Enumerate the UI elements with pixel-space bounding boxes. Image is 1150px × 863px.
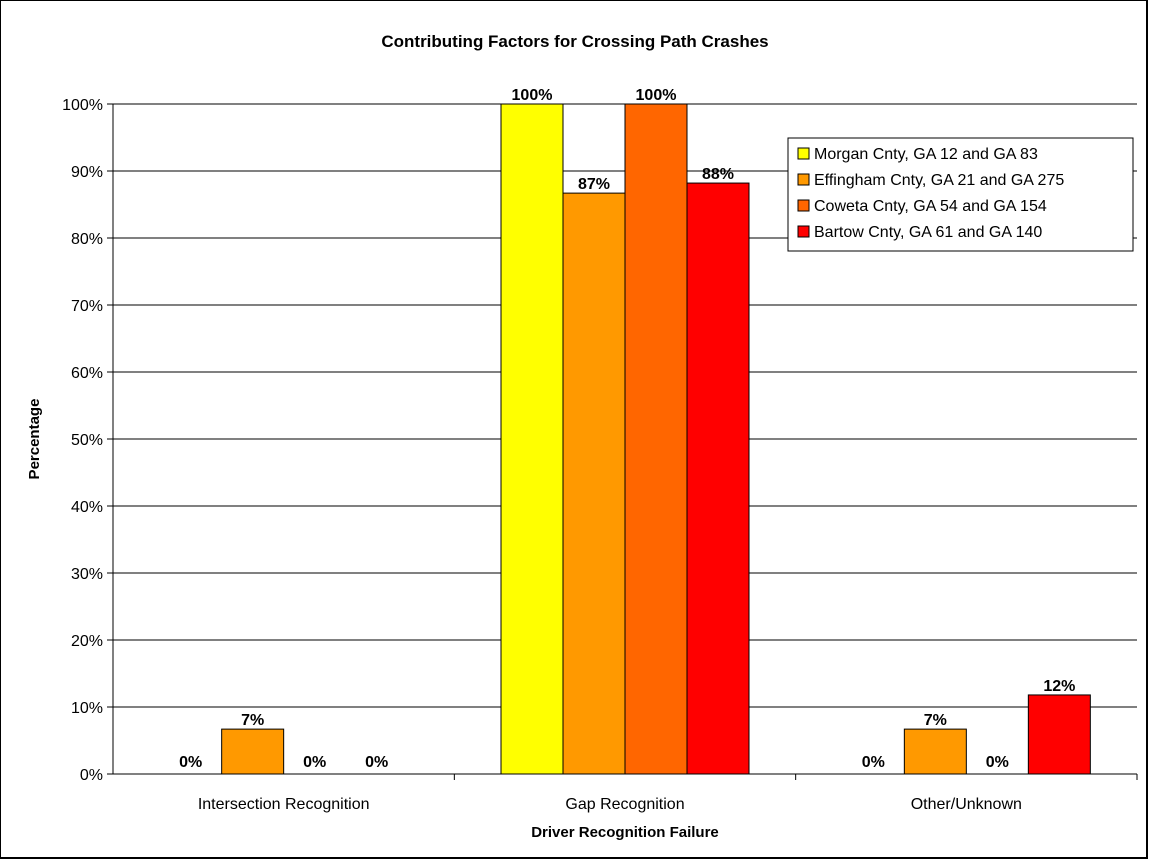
x-tick-label: Intersection Recognition	[198, 796, 370, 813]
legend-swatch	[797, 173, 810, 186]
legend-swatch	[797, 199, 810, 212]
chart-title: Contributing Factors for Crossing Path C…	[381, 32, 768, 51]
data-label: 0%	[986, 754, 1009, 771]
y-tick-label: 20%	[71, 633, 103, 650]
y-tick-label: 90%	[71, 164, 103, 181]
data-label: 100%	[512, 87, 553, 104]
legend: Morgan Cnty, GA 12 and GA 83 Effingham Cn…	[787, 137, 1134, 252]
legend-label: Coweta Cnty, GA 54 and GA 154	[814, 198, 1047, 215]
data-label: 0%	[862, 754, 885, 771]
y-axis-title: Percentage	[26, 399, 43, 480]
y-tick-label: 80%	[71, 231, 103, 248]
legend-box	[787, 137, 1134, 252]
y-tick-label: 70%	[71, 298, 103, 315]
data-label: 7%	[241, 712, 264, 729]
data-label: 88%	[702, 166, 734, 183]
bar	[221, 728, 285, 775]
y-tick-label: 100%	[62, 97, 103, 114]
y-tick-label: 0%	[80, 767, 103, 784]
y-tick-label: 40%	[71, 499, 103, 516]
legend-swatch	[797, 225, 810, 238]
data-label: 0%	[303, 754, 326, 771]
legend-swatch	[797, 147, 810, 160]
bar	[686, 182, 750, 775]
legend-label: Morgan Cnty, GA 12 and GA 83	[814, 146, 1038, 163]
x-tick-label: Other/Unknown	[911, 796, 1022, 813]
y-tick-label: 50%	[71, 432, 103, 449]
bar	[624, 103, 688, 775]
y-tick-label: 10%	[71, 700, 103, 717]
legend-label: Effingham Cnty, GA 21 and GA 275	[814, 172, 1064, 189]
y-tick-label: 30%	[71, 566, 103, 583]
bar	[500, 103, 564, 775]
data-label: 100%	[636, 87, 677, 104]
data-label: 87%	[578, 176, 610, 193]
x-tick-label: Gap Recognition	[565, 796, 684, 813]
x-axis-title: Driver Recognition Failure	[531, 824, 719, 841]
data-label: 0%	[179, 754, 202, 771]
axes: 0% 10% 20% 30% 40% 50% 60% 70% 80% 90% 100% Interse…	[62, 97, 1138, 813]
bar	[1027, 694, 1091, 775]
data-labels: 0% 7% 0% 0% 100% 87% 100% 88% 0% 7% 0% 12%	[179, 87, 1075, 771]
y-tick-label: 60%	[71, 365, 103, 382]
data-label: 0%	[365, 754, 388, 771]
bar	[903, 728, 967, 775]
data-label: 12%	[1043, 678, 1075, 695]
bar	[562, 192, 626, 775]
legend-label: Bartow Cnty, GA 61 and GA 140	[814, 224, 1042, 241]
data-label: 7%	[924, 712, 947, 729]
